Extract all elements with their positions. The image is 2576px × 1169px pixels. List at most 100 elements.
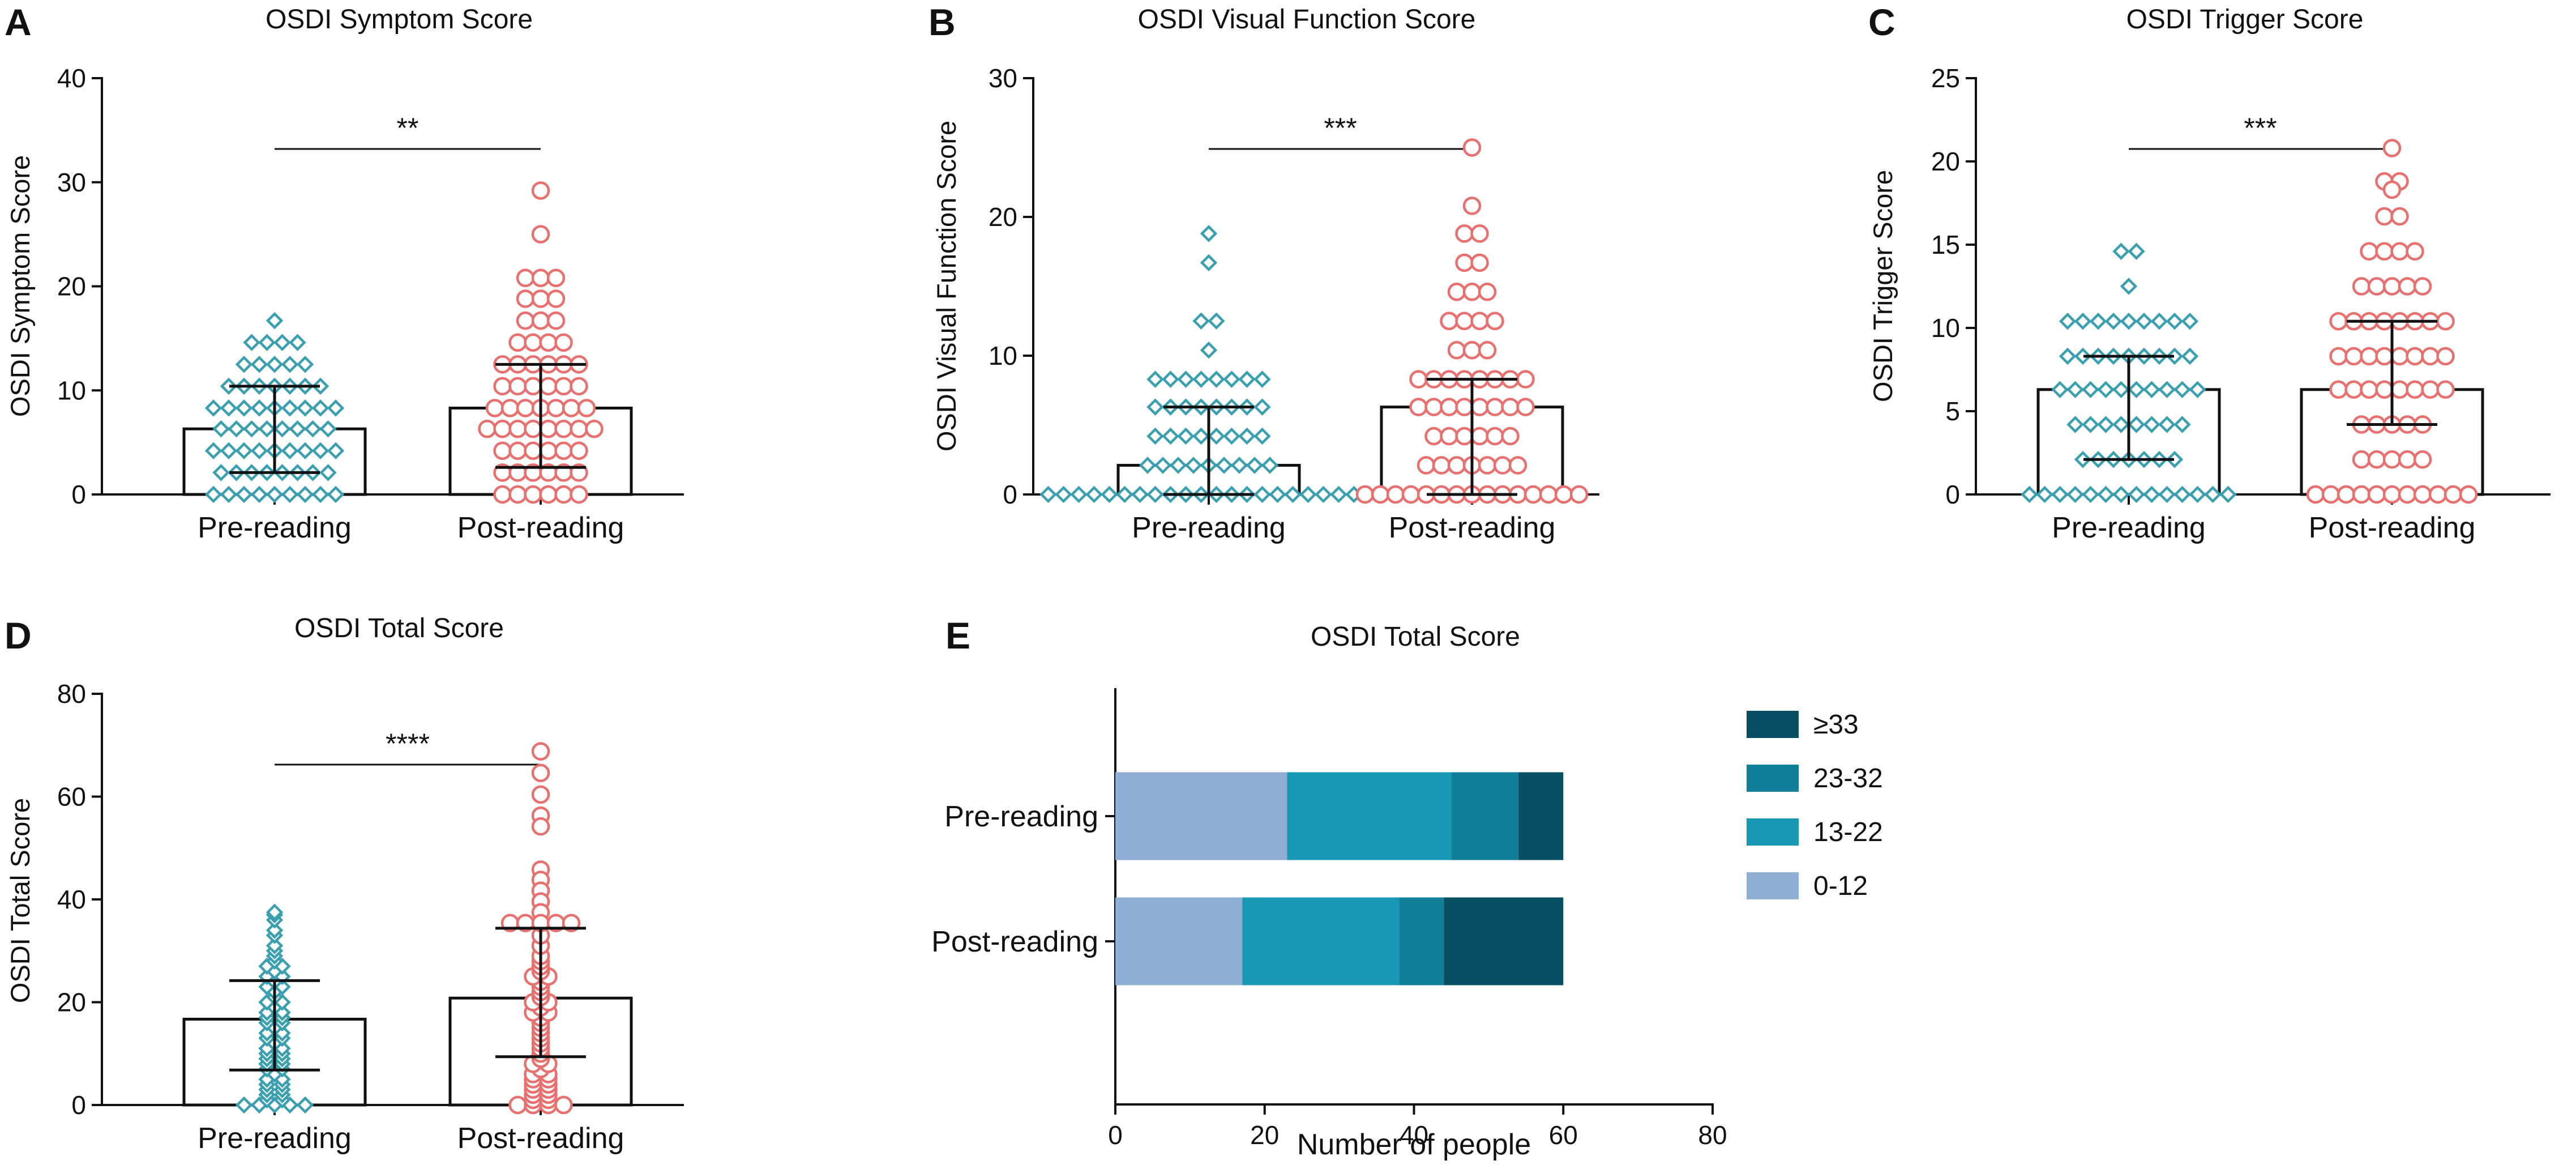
data-point: [2360, 380, 2378, 399]
data-point: [2352, 450, 2371, 469]
data-point: [1539, 485, 1558, 504]
data-point: [243, 420, 260, 438]
data-point: [1524, 485, 1543, 504]
data-point: [2382, 139, 2402, 157]
data-point: [2367, 450, 2386, 469]
data-point: [2143, 485, 2160, 504]
data-point: [554, 1095, 573, 1115]
panel-title: OSDI Trigger Score: [2126, 5, 2364, 35]
y-tick-label: 0: [71, 480, 86, 509]
data-point: [524, 441, 542, 460]
data-point: [304, 420, 322, 438]
data-point: [2344, 380, 2363, 399]
data-point: [1315, 485, 1332, 504]
data-point: [327, 485, 345, 504]
data-point: [2166, 451, 2184, 468]
data-point: [524, 485, 542, 504]
data-point: [524, 377, 542, 396]
y-tick-label: Post-reading: [931, 925, 1098, 958]
data-point: [516, 399, 535, 417]
x-tick-label: 20: [1250, 1120, 1279, 1150]
data-point: [1223, 427, 1240, 445]
data-point: [508, 419, 527, 438]
data-point: [1238, 370, 1256, 388]
data-point: [2181, 347, 2199, 365]
data-point: [1154, 456, 1172, 474]
data-point: [1085, 485, 1103, 504]
data-point: [539, 441, 558, 460]
data-point: [250, 442, 268, 460]
data-point: [1253, 370, 1271, 388]
data-point: [2406, 347, 2424, 366]
data-point: [281, 356, 299, 373]
data-point: [570, 419, 588, 438]
data-point: [2021, 485, 2038, 504]
data-point: [1470, 426, 1489, 446]
data-point: [2082, 485, 2099, 504]
data-point: [1146, 370, 1164, 388]
data-point: [2036, 485, 2053, 504]
data-point: [2143, 416, 2160, 433]
data-point: [220, 399, 238, 417]
data-point: [2428, 485, 2447, 504]
panel-letter: E: [945, 615, 970, 656]
data-point: [1409, 398, 1428, 416]
data-point: [235, 356, 253, 373]
data-point: [2059, 347, 2077, 365]
data-point: [554, 333, 573, 352]
data-point: [1238, 427, 1256, 445]
data-point: [1208, 370, 1225, 388]
data-point: [1355, 485, 1375, 504]
data-point: [1516, 398, 1535, 416]
data-point: [1101, 485, 1118, 504]
data-point: [1177, 370, 1195, 388]
data-point: [1299, 485, 1317, 504]
data-point: [1223, 370, 1240, 388]
y-tick-label: 20: [1931, 147, 1960, 176]
data-point: [2329, 347, 2348, 366]
data-point: [2082, 416, 2099, 433]
data-point: [1470, 253, 1489, 272]
data-point: [1462, 340, 1482, 360]
data-point: [1424, 398, 1443, 416]
data-point: [2128, 416, 2145, 433]
data-point: [493, 419, 512, 438]
panel-letter: B: [928, 1, 956, 43]
data-point: [554, 419, 573, 438]
data-point: [554, 485, 573, 504]
data-point: [235, 1096, 253, 1114]
data-point: [531, 311, 550, 330]
data-point: [327, 399, 345, 417]
data-point: [1455, 398, 1474, 416]
data-point: [1070, 485, 1088, 504]
data-point: [2059, 313, 2077, 330]
data-point: [266, 921, 284, 939]
data-point: [1131, 485, 1149, 504]
data-point: [266, 312, 284, 330]
data-point: [2398, 450, 2417, 469]
data-point: [2436, 380, 2455, 399]
data-point: [2143, 381, 2160, 398]
y-axis-label: OSDI Visual Function Score: [931, 121, 961, 451]
data-point: [2158, 485, 2176, 504]
data-point: [2066, 485, 2084, 504]
data-point: [1440, 426, 1458, 446]
data-point: [1554, 485, 1573, 504]
data-point: [2390, 207, 2409, 226]
data-point: [1455, 312, 1474, 330]
data-point: [243, 334, 260, 351]
data-point: [258, 420, 276, 438]
data-point: [2173, 485, 2191, 504]
data-point: [2074, 347, 2092, 365]
data-point: [554, 377, 573, 396]
x-tick-label: Pre-reading: [198, 1122, 352, 1155]
data-point: [2390, 380, 2409, 399]
data-point: [539, 485, 558, 504]
y-tick-label: 15: [1931, 230, 1960, 259]
data-point: [508, 441, 527, 460]
data-point: [2413, 485, 2432, 504]
data-point: [2189, 381, 2206, 398]
data-point: [2166, 313, 2184, 330]
legend-label: 13-22: [1813, 817, 1883, 847]
data-point: [531, 225, 550, 244]
